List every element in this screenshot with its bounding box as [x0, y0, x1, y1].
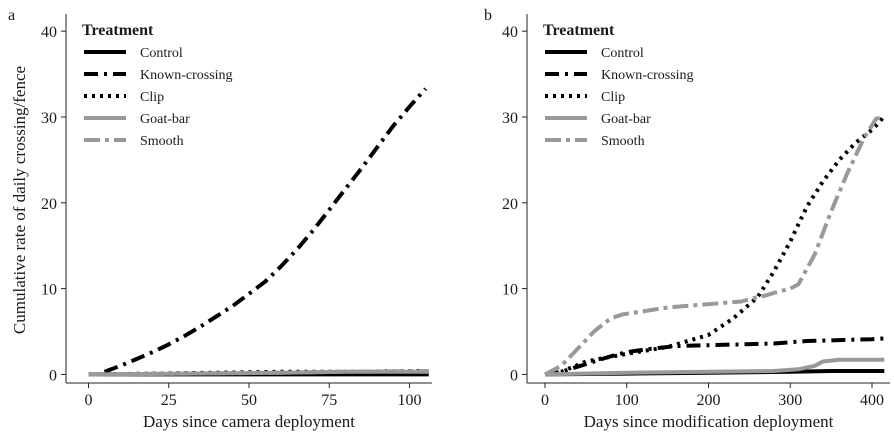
- x-tick-label: 50: [241, 392, 257, 409]
- y-tick-label: 0: [510, 367, 518, 384]
- y-tick-label: 20: [502, 196, 518, 213]
- legend-label: Known-crossing: [601, 68, 694, 83]
- y-tick-label: 20: [41, 196, 57, 213]
- legend-label: Control: [601, 46, 644, 61]
- series-line-smooth: [544, 115, 885, 377]
- x-tick-label: 75: [321, 392, 337, 409]
- y-tick-label: 10: [41, 282, 57, 299]
- legend-title: Treatment: [82, 22, 154, 39]
- series-line-known-crossing: [103, 87, 428, 374]
- legend-label: Goat-bar: [601, 112, 651, 127]
- series-line-smooth: [88, 369, 429, 377]
- legend-label: Goat-bar: [140, 112, 190, 127]
- x-tick-label: 100: [615, 392, 639, 409]
- x-tick-label: 0: [84, 392, 92, 409]
- y-tick-label: 30: [502, 110, 518, 127]
- legend-label: Control: [140, 46, 183, 61]
- legend-label: Smooth: [140, 134, 184, 149]
- panel-letter: b: [484, 7, 492, 24]
- series-line-known-crossing: [544, 336, 885, 377]
- x-tick-label: 25: [161, 392, 177, 409]
- y-tick-label: 40: [41, 24, 57, 41]
- legend-label: Clip: [601, 90, 625, 105]
- x-tick-label: 300: [778, 392, 802, 409]
- y-tick-label: 0: [49, 367, 57, 384]
- x-axis-label: Days since modification deployment: [584, 412, 834, 431]
- y-tick-label: 10: [502, 282, 518, 299]
- x-axis-label: Days since camera deployment: [143, 412, 355, 431]
- shared-y-axis-label: Cumulative rate of daily crossing/fence: [10, 66, 29, 334]
- legend-label: Clip: [140, 90, 164, 105]
- x-tick-label: 0: [541, 392, 549, 409]
- y-tick-label: 40: [502, 24, 518, 41]
- y-tick-label: 30: [41, 110, 57, 127]
- series-line-goat-bar: [544, 357, 885, 377]
- series-line-clip: [544, 114, 886, 377]
- legend-title: Treatment: [543, 22, 615, 39]
- legend: Treatment Control Known-crossing Clip Goat-b…: [543, 22, 694, 149]
- x-tick-label: 400: [860, 392, 884, 409]
- x-tick-label: 100: [398, 392, 422, 409]
- legend-label: Smooth: [601, 134, 645, 149]
- legend-label: Known-crossing: [140, 68, 233, 83]
- panel-letter: a: [8, 7, 15, 24]
- panel-a-chart: a 0 10 20 30 40 0 25 50 75 100 Days since camera de…: [8, 7, 432, 431]
- legend: Treatment Control Known-crossing Clip Goat-b…: [82, 22, 233, 149]
- x-tick-label: 200: [697, 392, 721, 409]
